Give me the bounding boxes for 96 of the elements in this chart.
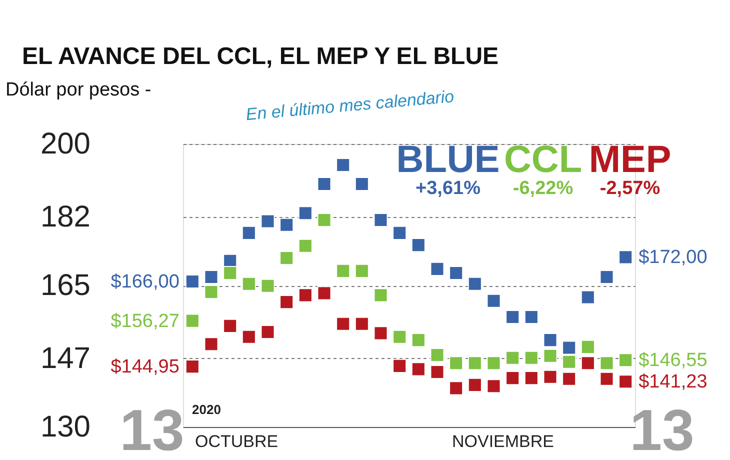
- point: [411, 362, 426, 376]
- point: [204, 284, 218, 299]
- point: [260, 278, 275, 293]
- text: OCTUBRE: [195, 432, 278, 451]
- y-tick-label: 130: [40, 410, 90, 444]
- data-label: $172,00: [638, 247, 708, 268]
- point: [580, 340, 595, 354]
- point: [506, 310, 520, 324]
- point: [411, 333, 426, 348]
- point: [374, 212, 388, 228]
- point: [392, 358, 407, 373]
- point: [506, 371, 520, 386]
- point: [223, 318, 238, 333]
- point: [430, 348, 444, 362]
- point: [336, 316, 350, 331]
- data-label: $141,23: [638, 372, 708, 393]
- text: CCL: [504, 139, 582, 181]
- point: [204, 270, 218, 284]
- y-tick-label: 200: [40, 128, 90, 160]
- point: [468, 378, 482, 392]
- point: [600, 372, 614, 386]
- point: [468, 276, 482, 291]
- text: MEP: [588, 139, 672, 181]
- point: [430, 365, 444, 380]
- point: [543, 333, 558, 348]
- point: [486, 379, 501, 394]
- point: [449, 266, 464, 280]
- point: [336, 264, 350, 278]
- point: [486, 294, 501, 308]
- point: [524, 350, 538, 365]
- point: [392, 330, 407, 344]
- data-label: $166,00: [110, 271, 180, 292]
- point: [260, 214, 275, 228]
- point: [468, 356, 482, 370]
- point: [486, 356, 501, 370]
- text: En el último mes calendario: [245, 86, 455, 124]
- point: [280, 218, 294, 232]
- point: [317, 286, 332, 300]
- point: [562, 354, 576, 369]
- point: [543, 348, 558, 363]
- point: [618, 250, 633, 264]
- annotation: +3,61%: [416, 178, 481, 199]
- point: [562, 340, 576, 355]
- point: [618, 353, 633, 368]
- point: [242, 276, 256, 291]
- point: [185, 274, 200, 288]
- chart-title: EL AVANCE DEL CCL, EL MEP Y EL BLUE: [22, 43, 499, 70]
- y-tick-label: 165: [40, 269, 90, 302]
- y-axis-title: Dólar por pesos -: [6, 80, 152, 100]
- series-label: BLUE: [396, 139, 500, 181]
- point: [411, 238, 426, 252]
- point: [280, 295, 294, 310]
- annotation: 2020: [192, 402, 221, 417]
- point: [317, 212, 332, 228]
- point: [354, 316, 369, 331]
- point: [317, 177, 332, 192]
- point: [336, 158, 350, 172]
- point: [524, 371, 538, 386]
- point: [600, 356, 614, 370]
- point: [449, 381, 464, 396]
- data-label: $144,95: [110, 356, 180, 378]
- point: [354, 264, 369, 278]
- y-tick-label: 182: [40, 200, 90, 234]
- point: [524, 310, 538, 324]
- y-tick-label: 147: [40, 342, 90, 375]
- point: [392, 226, 407, 240]
- point: [543, 370, 558, 384]
- point: [260, 324, 275, 340]
- point: [430, 262, 444, 276]
- point: [298, 238, 312, 253]
- point: [204, 337, 218, 352]
- point: [618, 374, 633, 389]
- point: [562, 372, 576, 386]
- data-label: $156,27: [110, 310, 180, 332]
- annotation: -2,57%: [600, 178, 660, 199]
- annotation: 13: [120, 398, 184, 460]
- point: [354, 177, 369, 192]
- point: [185, 360, 200, 374]
- point: [374, 288, 388, 302]
- data-label: $146,55: [638, 350, 708, 372]
- point: [242, 330, 256, 344]
- point: [506, 350, 520, 365]
- point: [449, 356, 464, 370]
- point: [298, 206, 312, 220]
- point: [580, 290, 595, 304]
- annotation: 13: [630, 398, 694, 460]
- point: [185, 314, 200, 328]
- point: [374, 326, 388, 340]
- point: [600, 270, 614, 284]
- point: [298, 288, 312, 302]
- annotation: -6,22%: [512, 178, 574, 199]
- point: [242, 226, 256, 240]
- point: [280, 250, 294, 266]
- text: NOVIEMBRE: [452, 432, 554, 451]
- point: [580, 356, 595, 370]
- point: [223, 266, 238, 280]
